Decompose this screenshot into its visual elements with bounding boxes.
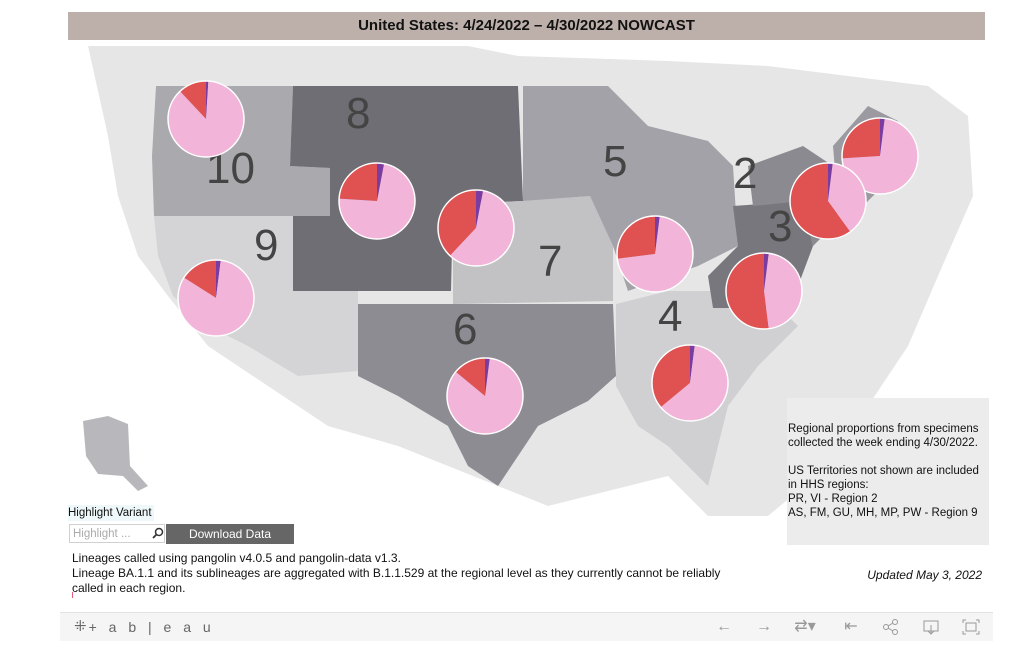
pie-slice-pink[interactable] (764, 253, 802, 329)
page-title: United States: 4/24/2022 – 4/30/2022 NOW… (68, 12, 985, 40)
info-line: collected the week ending 4/30/2022. (788, 437, 978, 449)
region-number-label: 9 (254, 221, 278, 270)
region-number-label: 2 (733, 149, 757, 198)
region-8-pie[interactable] (338, 162, 416, 240)
pie-slice-pink[interactable] (178, 260, 254, 336)
fullscreen-icon[interactable] (962, 618, 980, 636)
share-icon[interactable] (882, 618, 900, 636)
pie-slice-purple[interactable] (880, 118, 885, 156)
pie-slice-red[interactable] (339, 163, 377, 201)
highlight-search-input[interactable] (69, 524, 165, 543)
region-9-pie[interactable] (177, 259, 255, 337)
tableau-toolbar: ⁜ + a b | e a u ← → ⇄▾ ⇤ (60, 612, 993, 641)
pie-slice-red[interactable] (179, 81, 206, 119)
pie-outline (789, 162, 867, 240)
pie-slice-pink[interactable] (660, 345, 729, 422)
info-line: in HHS regions: (788, 479, 869, 491)
download-icon[interactable] (922, 618, 940, 636)
region-9-shape[interactable] (154, 216, 358, 376)
pie-slice-pink[interactable] (447, 358, 523, 435)
region-number-label: 6 (453, 305, 477, 354)
highlight-variant-label: Highlight Variant (68, 505, 154, 521)
region-3-pie[interactable] (725, 252, 803, 330)
pie-outline (338, 162, 416, 240)
region-number-label: 3 (768, 202, 792, 251)
alaska-shape (83, 416, 148, 491)
pie-outline (167, 80, 245, 158)
pie-slice-pink[interactable] (449, 190, 514, 266)
pie-slice-pink[interactable] (842, 118, 919, 194)
pie-slice-pink[interactable] (828, 163, 866, 232)
info-line: AS, FM, GU, MH, MP, PW - Region 9 (788, 507, 978, 519)
tableau-logo[interactable]: ⁜ + a b | e a u (74, 617, 215, 637)
tableau-logo-icon: ⁜ (74, 618, 87, 635)
pie-outline (177, 259, 255, 337)
revert-icon[interactable]: ⇄▾ (794, 618, 816, 635)
tableau-logo-text: + a b | e a u (88, 619, 215, 635)
region-2-pie[interactable] (789, 162, 867, 240)
search-icon[interactable] (152, 527, 164, 539)
pie-outline (651, 344, 729, 422)
region-number-label: 5 (603, 137, 627, 186)
pie-slice-red[interactable] (652, 345, 690, 408)
info-line: US Territories not shown are included (788, 465, 979, 477)
note-line: called in each region. (72, 581, 186, 595)
undo-icon[interactable]: ← (716, 618, 732, 635)
pie-slice-pink[interactable] (339, 163, 415, 239)
pie-slice-purple[interactable] (690, 345, 695, 383)
region-6-pie[interactable] (446, 357, 524, 435)
footnotes: Lineages called using pangolin v4.0.5 an… (72, 551, 792, 596)
pie-slice-pink[interactable] (168, 81, 244, 157)
pie-slice-red[interactable] (842, 118, 880, 159)
info-line: Regional proportions from specimens (788, 423, 979, 435)
reset-icon[interactable]: ⇤ (844, 618, 858, 635)
pie-slice-purple[interactable] (655, 216, 660, 254)
updated-date: Updated May 3, 2022 (867, 568, 982, 582)
us-map[interactable]: 12345678910 (68, 46, 988, 546)
pie-slice-purple[interactable] (764, 253, 769, 291)
pie-outline (725, 252, 803, 330)
pie-slice-red[interactable] (725, 253, 769, 329)
pie-slice-purple[interactable] (828, 163, 833, 201)
region-number-label: 4 (658, 292, 682, 341)
region-number-label: 8 (346, 89, 370, 138)
pie-slice-pink[interactable] (617, 216, 693, 292)
redo-icon[interactable]: → (756, 618, 772, 635)
region-7-pie[interactable] (437, 189, 515, 267)
pie-slice-purple[interactable] (485, 358, 490, 396)
region-map[interactable]: 12345678910 (68, 46, 988, 546)
pie-slice-red[interactable] (455, 358, 485, 396)
pie-outline (616, 215, 694, 293)
download-data-button[interactable]: Download Data (166, 524, 294, 544)
pie-slice-red[interactable] (789, 163, 851, 240)
pie-outline (437, 189, 515, 267)
note-line: Lineage BA.1.1 and its sublineages are a… (72, 566, 721, 580)
pie-slice-red[interactable] (438, 190, 476, 256)
info-line: PR, VI - Region 2 (788, 493, 878, 505)
pie-outline (446, 357, 524, 435)
pie-slice-red[interactable] (617, 216, 655, 259)
pie-slice-purple[interactable] (206, 81, 209, 119)
region-4-pie[interactable] (651, 344, 729, 422)
region-5-pie[interactable] (616, 215, 694, 293)
pie-slice-purple[interactable] (476, 190, 484, 228)
region-10-pie[interactable] (167, 80, 245, 158)
info-box: Regional proportions from specimens coll… (787, 398, 989, 545)
region-number-label: 7 (538, 237, 562, 286)
pie-outline (841, 117, 919, 195)
region-1-pie[interactable] (841, 117, 919, 195)
pie-slice-purple[interactable] (377, 163, 385, 201)
pie-slice-purple[interactable] (216, 260, 221, 298)
note-line: Lineages called using pangolin v4.0.5 an… (72, 551, 401, 565)
cursor-mark (72, 592, 77, 598)
